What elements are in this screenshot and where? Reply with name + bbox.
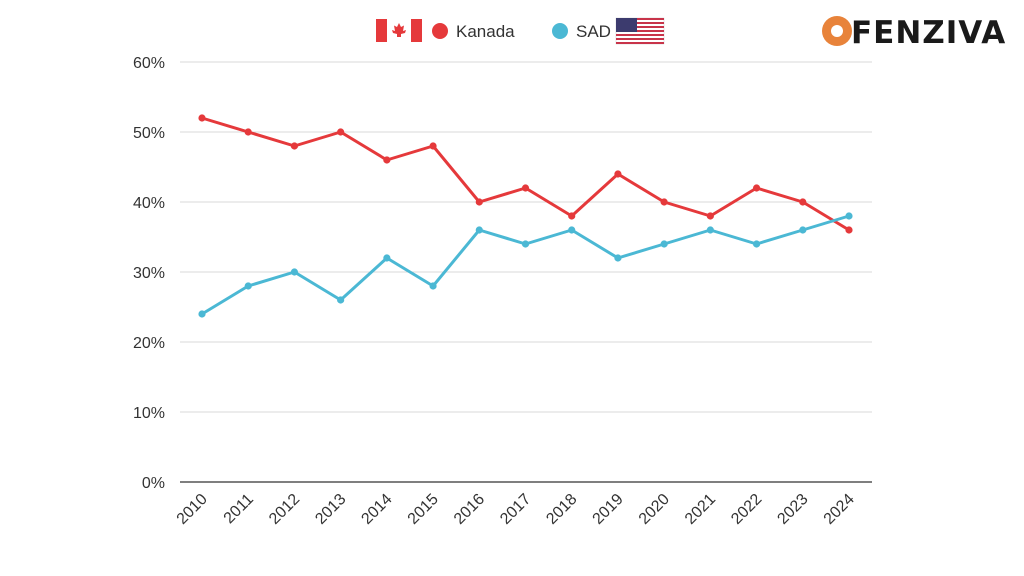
canada-flag-icon <box>376 19 422 42</box>
legend: Kanada SAD <box>376 17 665 45</box>
x-tick-label: 2014 <box>358 491 395 528</box>
x-tick-label: 2019 <box>590 491 627 528</box>
series-line-sad <box>201 214 850 316</box>
x-tick-label: 2021 <box>682 491 719 528</box>
x-axis-ticks: 2010 2011 2012 2013 2014 2015 2016 2017 2018 2019… <box>174 491 858 528</box>
data-point-kanada <box>244 128 252 136</box>
logo-text: FENZIVA <box>851 15 1006 51</box>
data-point-kanada <box>521 184 530 192</box>
data-point-sad <box>337 296 345 304</box>
data-point-sad <box>568 226 576 234</box>
x-tick-label: 2024 <box>821 491 858 528</box>
data-point-kanada <box>706 212 714 220</box>
legend-marker-sad <box>552 23 568 39</box>
x-tick-label: 2011 <box>221 491 257 527</box>
x-tick-label: 2018 <box>543 491 580 528</box>
data-point-sad <box>752 240 761 248</box>
y-tick-label: 60% <box>133 55 165 72</box>
data-point-kanada <box>429 142 437 150</box>
data-point-kanada <box>845 226 853 234</box>
y-tick-label: 30% <box>133 265 165 282</box>
data-point-kanada <box>383 156 391 164</box>
legend-marker-kanada <box>432 23 448 39</box>
y-tick-label: 50% <box>133 125 165 142</box>
series-group <box>198 114 853 318</box>
y-tick-label: 0% <box>142 475 165 492</box>
series-line-kanada <box>201 116 850 232</box>
data-point-sad <box>660 240 668 248</box>
data-point-sad <box>799 226 807 234</box>
y-tick-label: 20% <box>133 335 165 352</box>
x-tick-label: 2020 <box>636 491 673 528</box>
data-point-kanada <box>752 184 761 192</box>
x-tick-label: 2015 <box>405 491 442 528</box>
x-tick-label: 2010 <box>174 491 211 528</box>
y-axis-ticks: 0% 10% 20% 30% 40% 50% 60% <box>133 55 165 492</box>
x-tick-label: 2023 <box>774 491 811 528</box>
x-tick-label: 2017 <box>497 491 534 528</box>
data-point-sad <box>244 282 252 290</box>
x-tick-label: 2022 <box>728 491 765 528</box>
data-point-sad <box>845 212 853 220</box>
data-point-kanada <box>337 128 345 136</box>
fenziva-logo: FENZIVA <box>822 15 1006 51</box>
data-point-kanada <box>799 198 807 206</box>
data-point-kanada <box>568 212 576 220</box>
data-point-sad <box>475 226 483 234</box>
legend-label-kanada: Kanada <box>456 22 515 41</box>
x-tick-label: 2012 <box>266 491 303 528</box>
data-point-sad <box>383 254 391 262</box>
data-point-sad <box>614 254 622 262</box>
data-point-kanada <box>198 114 206 122</box>
legend-label-sad: SAD <box>576 22 611 41</box>
x-tick-label: 2013 <box>312 491 349 528</box>
data-point-sad <box>429 282 437 290</box>
usa-flag-icon <box>615 17 665 45</box>
x-tick-label: 2016 <box>451 491 488 528</box>
data-point-kanada <box>290 142 299 150</box>
data-point-kanada <box>614 170 622 178</box>
data-point-sad <box>198 310 206 318</box>
data-point-kanada <box>475 198 483 206</box>
data-point-sad <box>521 240 530 248</box>
y-tick-label: 40% <box>133 195 165 212</box>
data-point-sad <box>290 268 299 276</box>
data-point-kanada <box>660 198 668 206</box>
data-point-sad <box>706 226 714 234</box>
grid <box>180 61 872 483</box>
y-tick-label: 10% <box>133 405 165 422</box>
